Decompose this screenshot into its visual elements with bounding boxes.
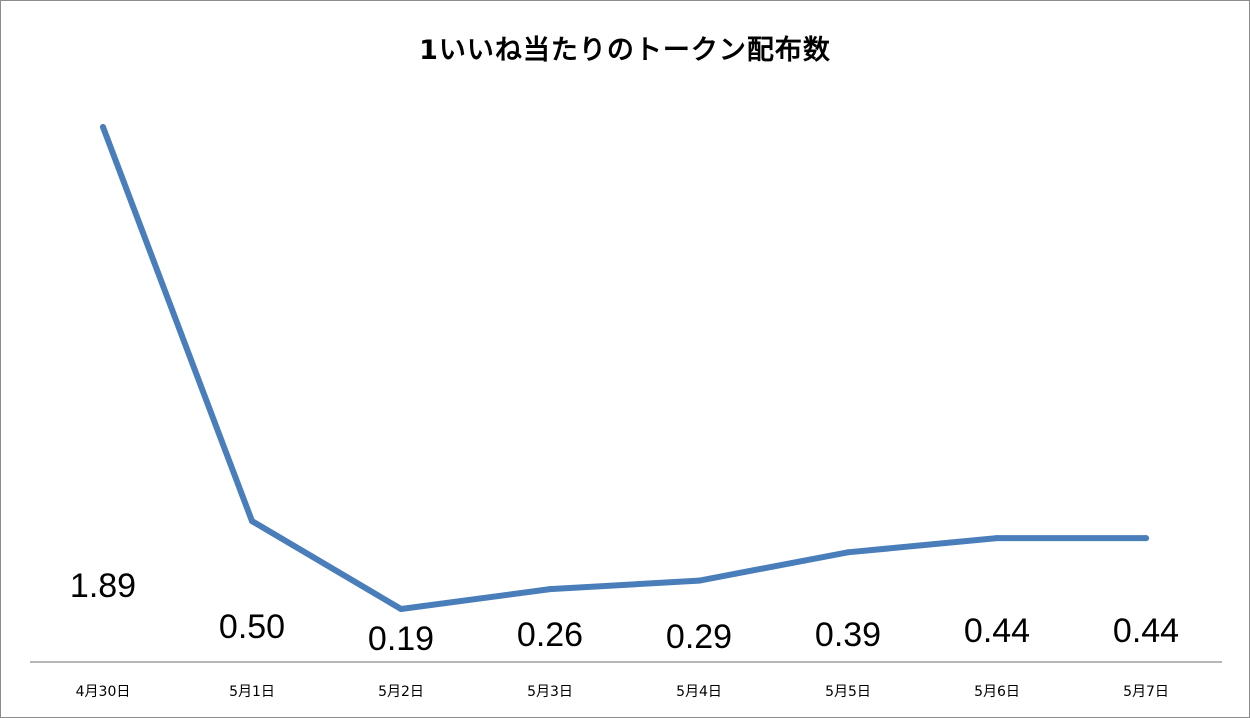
x-tick-label: 5月4日 [676, 684, 722, 700]
data-label: 0.19 [368, 620, 434, 658]
data-point [398, 606, 404, 612]
data-label-layer: 1.89 0.50 0.19 0.26 0.29 0.39 0.44 0.44 [70, 567, 1179, 658]
x-tick-label: 5月5日 [825, 684, 871, 700]
series-layer [100, 124, 1149, 612]
x-tick-label: 4月30日 [76, 684, 131, 700]
x-tick-label: 5月1日 [229, 684, 275, 700]
chart-title: 1いいね当たりのトークン配布数 [419, 35, 831, 66]
data-point [845, 549, 851, 556]
x-tick-label: 5月2日 [378, 684, 424, 700]
data-point [696, 577, 702, 584]
data-point [547, 586, 553, 593]
data-point [994, 535, 1000, 542]
data-point [1143, 535, 1149, 542]
data-label: 0.50 [219, 608, 285, 646]
x-tick-label: 5月7日 [1123, 684, 1169, 700]
data-label: 0.44 [1113, 612, 1179, 650]
series-line [100, 124, 1149, 612]
x-tick-layer: 4月30日 5月1日 5月2日 5月3日 5月4日 5月5日 5月6日 5月7日 [76, 684, 1169, 700]
x-tick-label: 5月6日 [974, 684, 1020, 700]
data-label: 0.26 [517, 616, 583, 654]
data-label: 1.89 [70, 567, 136, 605]
x-tick-label: 5月3日 [527, 684, 573, 700]
data-label: 0.44 [964, 612, 1030, 650]
data-point [100, 124, 106, 131]
data-label: 0.39 [815, 616, 881, 654]
data-point [249, 518, 255, 525]
data-label: 0.29 [666, 618, 732, 656]
